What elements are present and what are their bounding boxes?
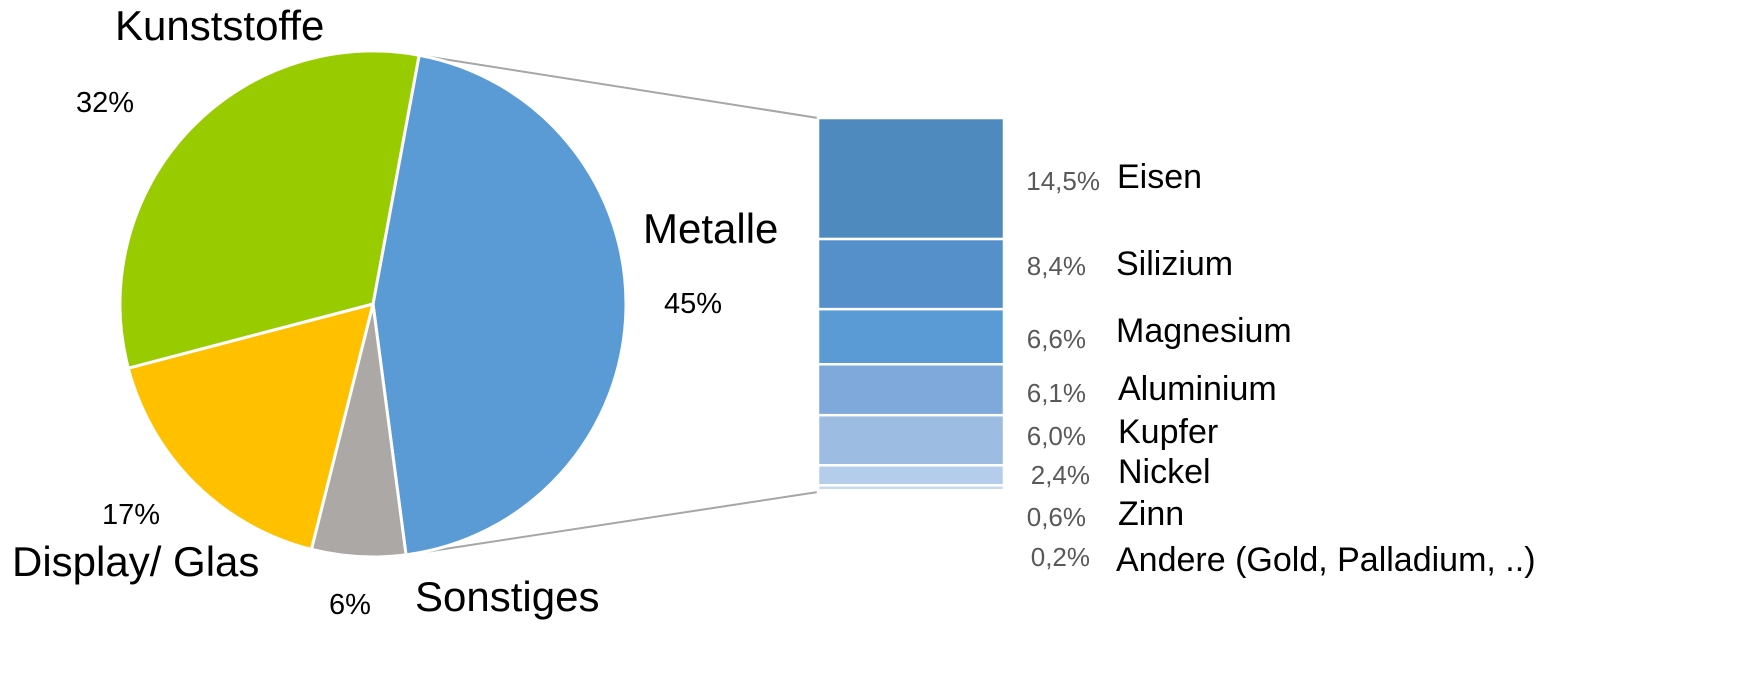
bar-segment-silizium xyxy=(816,237,1006,311)
connector-lines xyxy=(405,54,819,556)
bar-segment-aluminium xyxy=(816,363,1006,417)
bar-label-eisen: Eisen xyxy=(1117,158,1202,196)
pie-value-sonstiges: 6% xyxy=(329,589,371,621)
bar-segment-nickel xyxy=(816,464,1006,487)
pie-label-metalle: Metalle xyxy=(643,205,778,252)
chart-labels: Metalle 45% Sonstiges 6% Display/ Glas 17% Kun… xyxy=(12,2,1536,621)
bar-segment-kupfer xyxy=(816,413,1006,467)
bar-label-silizium: Silizium xyxy=(1116,245,1233,283)
bar-segment-andere-gold-palladium xyxy=(816,489,1006,494)
bar-value-nickel: 2,4% xyxy=(1031,460,1090,490)
bar-segment-eisen xyxy=(816,116,1006,241)
bar-value-silizium: 8,4% xyxy=(1027,251,1086,281)
pie-label-display-glas: Display/ Glas xyxy=(12,538,259,585)
pie-slice-display-glas xyxy=(126,301,376,552)
pie-slice-kunststoffe xyxy=(118,49,421,371)
bar-label-zinn: Zinn xyxy=(1118,495,1184,533)
pie-label-kunststoffe: Kunststoffe xyxy=(115,2,324,49)
pie-slice-metalle xyxy=(371,53,628,557)
metal-breakdown-bar xyxy=(816,116,1006,494)
pie-value-kunststoffe: 32% xyxy=(76,87,134,119)
pie-value-metalle: 45% xyxy=(664,288,722,320)
bar-label-kupfer: Kupfer xyxy=(1118,413,1218,451)
connector-line-bottom xyxy=(405,491,819,556)
bar-value-magnesium: 6,6% xyxy=(1027,324,1086,354)
bar-label-aluminium: Aluminium xyxy=(1118,370,1277,408)
bar-value-andere-gold-palladium: 0,2% xyxy=(1031,542,1090,572)
bar-label-magnesium: Magnesium xyxy=(1116,312,1292,350)
bar-value-zinn: 0,6% xyxy=(1027,502,1086,532)
bar-label-andere-gold-palladium: Andere (Gold, Palladium, ..) xyxy=(1116,541,1536,579)
bar-segment-magnesium xyxy=(816,307,1006,366)
pie-value-display-glas: 17% xyxy=(102,499,160,531)
pie-chart xyxy=(118,49,628,559)
bar-value-aluminium: 6,1% xyxy=(1027,378,1086,408)
bar-value-eisen: 14,5% xyxy=(1026,166,1100,196)
pie-label-sonstiges: Sonstiges xyxy=(415,573,599,620)
bar-value-kupfer: 6,0% xyxy=(1027,421,1086,451)
bar-label-nickel: Nickel xyxy=(1118,453,1211,491)
connector-line-top xyxy=(418,54,819,119)
